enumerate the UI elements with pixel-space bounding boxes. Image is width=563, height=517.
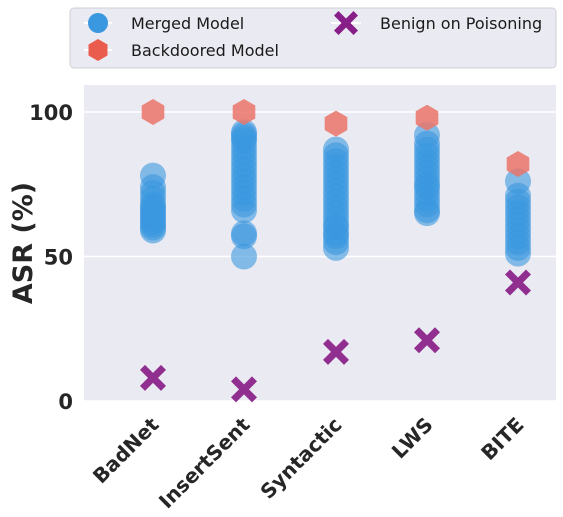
merged-point-insertsent-0 xyxy=(231,243,257,270)
benign-point-insertsent xyxy=(231,376,257,403)
legend-label-backdoored: Backdoored Model xyxy=(131,41,279,60)
merged-point-lws-14 xyxy=(414,122,440,149)
legend-label-benign: Benign on Poisoning xyxy=(380,14,542,33)
legend-marker-benign xyxy=(334,11,358,35)
y-tick-labels: 0 50 100 xyxy=(29,101,73,414)
legend-entry-merged: Merged Model xyxy=(84,13,244,33)
legend-marker-backdoored xyxy=(88,39,108,61)
legend: Merged Model Backdoored Model Benign on … xyxy=(69,7,557,69)
benign-on-poisoning-series xyxy=(140,269,531,403)
y-axis-label: ASR (%) xyxy=(8,182,39,304)
backdoored-point-syntactic xyxy=(324,110,348,137)
merged-point-insertsent-18 xyxy=(231,119,257,146)
benign-point-syntactic xyxy=(323,338,349,365)
benign-point-bite xyxy=(505,269,531,296)
x-tick-syntactic: Syntactic xyxy=(255,413,346,504)
y-tick-50: 50 xyxy=(44,246,73,270)
merged-point-syntactic-18 xyxy=(323,136,349,163)
merged-model-series xyxy=(140,119,531,270)
backdoored-point-lws xyxy=(415,104,439,131)
x-tick-bite: BITE xyxy=(476,413,528,465)
merged-point-bite-11 xyxy=(505,168,531,195)
legend-entry-benign: Benign on Poisoning xyxy=(331,11,542,35)
x-tick-lws: LWS xyxy=(387,413,438,464)
y-tick-0: 0 xyxy=(58,390,73,414)
merged-point-badnet-13 xyxy=(140,162,166,189)
legend-entry-backdoored: Backdoored Model xyxy=(84,39,279,61)
backdoored-point-badnet xyxy=(141,99,165,125)
benign-point-lws xyxy=(414,327,440,354)
merged-point-insertsent-2 xyxy=(231,220,257,247)
y-tick-100: 100 xyxy=(29,101,73,125)
benign-point-badnet xyxy=(140,364,166,391)
backdoored-model-series xyxy=(141,99,530,177)
x-tick-insertsent: InsertSent xyxy=(154,412,255,513)
backdoored-point-insertsent xyxy=(232,99,256,125)
plot-background xyxy=(84,85,556,401)
x-tick-badnet: BadNet xyxy=(88,412,164,488)
legend-frame xyxy=(69,7,557,69)
backdoored-point-bite xyxy=(506,151,530,177)
legend-marker-merged xyxy=(88,13,108,33)
legend-label-merged: Merged Model xyxy=(131,14,244,33)
